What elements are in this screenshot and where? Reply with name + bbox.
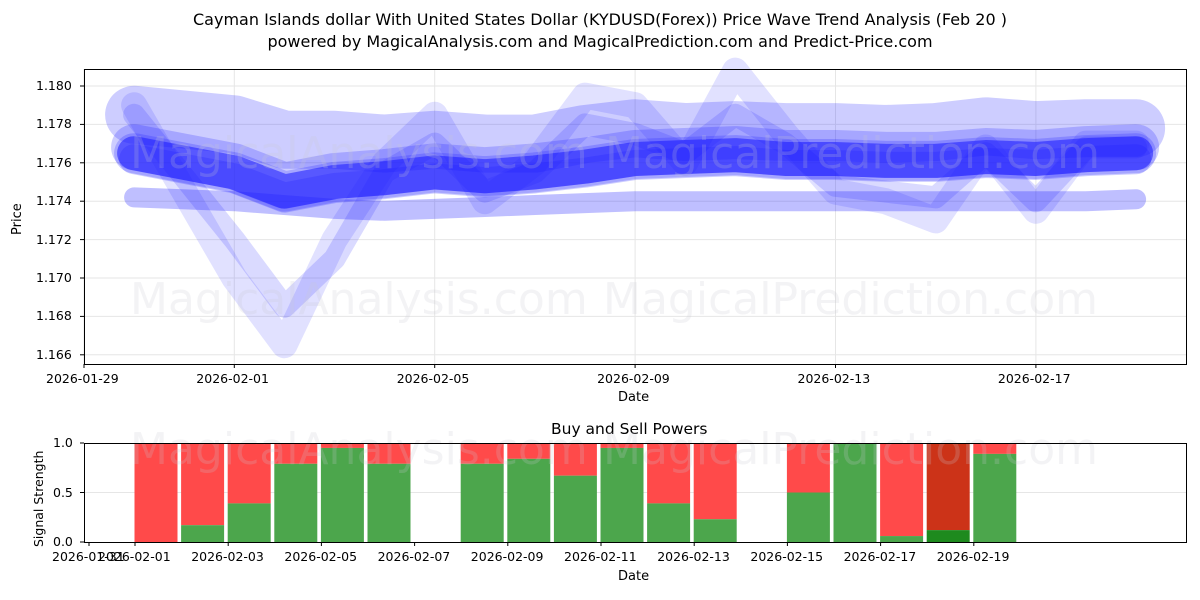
price-x-tick: 2026-02-01 [196,371,269,386]
price-y-tick: 1.176 [36,154,72,170]
buy-sell-bar [973,443,1017,542]
price-y-tick: 1.178 [36,116,72,132]
price-x-label: Date [618,390,650,405]
bar-x-tick: 2026-02-07 [377,549,451,564]
bar-x-tick: 2026-02-05 [284,549,358,564]
bar-x-label: Date [618,569,650,584]
bar-x-tick: 2026-02-19 [936,549,1010,564]
price-y-tick: 1.174 [36,193,72,209]
chart-title: Cayman Islands dollar With United States… [193,10,1007,29]
price-chart-frame [84,69,1187,365]
buy-sell-bar [553,443,597,542]
buy-sell-bar [647,443,691,542]
bar-y-label: Signal Strength [31,450,46,547]
price-x-tick: 2026-02-17 [997,371,1071,386]
buy-sell-bar [367,443,411,542]
price-x-tick: 2026-02-05 [396,371,470,386]
price-y-tick: 1.180 [36,78,72,93]
buy-sell-bar [926,443,970,542]
bar-x-tick: 2026-01-31 [52,549,125,564]
price-x-tick: 2026-01-29 [46,371,119,386]
buy-sell-title: Buy and Sell Powers [551,420,708,438]
bar-x-tick: 2026-02-17 [843,549,917,564]
bar-y-tick: 0.5 [53,484,73,500]
buy-sell-bar [786,443,830,542]
buy-sell-bar [507,443,551,542]
buy-sell-bar [693,443,737,542]
chart-subtitle: powered by MagicalAnalysis.com and Magic… [267,32,933,51]
buy-sell-bar [600,443,644,542]
bar-x-tick: 2026-02-13 [657,549,730,564]
buy-sell-bar [833,443,877,542]
buy-sell-bar [227,443,271,542]
bar-x-tick: 2026-02-09 [470,549,544,564]
bar-y-tick: 1.0 [53,435,73,450]
bar-x-tick: 2026-02-15 [750,549,824,564]
buy-sell-bar [320,443,364,542]
buy-sell-bar [134,443,178,542]
bar-y-tick: 0.0 [53,534,73,549]
bar-x-tick: 2026-02-01 [98,549,171,564]
buy-sell-bar [460,443,504,542]
bar-x-tick: 2026-02-11 [564,549,637,564]
price-y-tick: 1.168 [36,308,72,324]
bar-x-tick: 2026-02-03 [191,549,264,564]
price-y-tick: 1.166 [36,346,72,362]
price-y-tick: 1.170 [36,270,72,285]
price-x-tick: 2026-02-09 [597,371,670,386]
price-y-tick: 1.172 [36,231,72,247]
buy-sell-frame [84,443,1187,543]
buy-sell-bar [274,443,318,542]
buy-sell-bar [880,443,924,542]
price-x-tick: 2026-02-13 [797,371,871,386]
buy-sell-bar [181,443,225,542]
